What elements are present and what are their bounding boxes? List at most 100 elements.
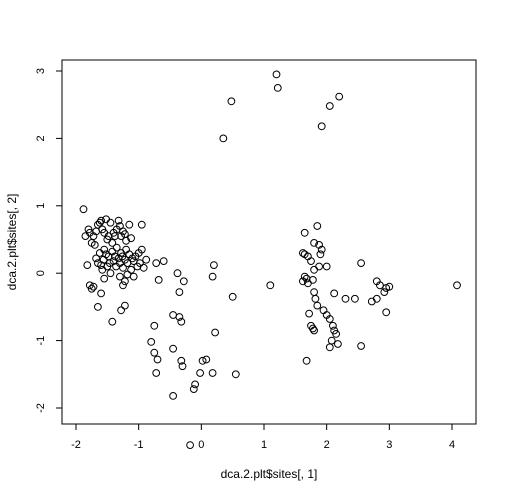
data-point xyxy=(95,249,104,257)
data-point xyxy=(305,309,314,318)
data-point xyxy=(179,277,188,286)
data-point xyxy=(322,262,331,271)
data-point xyxy=(142,255,151,264)
data-point xyxy=(325,343,334,352)
data-point xyxy=(175,288,184,297)
data-point xyxy=(372,294,381,303)
data-point xyxy=(121,301,129,310)
x-tick-label: 3 xyxy=(386,439,392,451)
data-point xyxy=(211,328,220,337)
plot-frame xyxy=(61,59,477,425)
data-point xyxy=(300,272,309,281)
data-point xyxy=(122,245,130,254)
data-point xyxy=(177,317,186,326)
data-point xyxy=(335,92,344,101)
data-point xyxy=(139,263,148,272)
data-point xyxy=(189,385,198,394)
data-point xyxy=(90,241,99,249)
data-point xyxy=(154,276,163,284)
x-tick-label: 2 xyxy=(324,439,330,451)
data-point xyxy=(334,340,342,348)
data-point xyxy=(300,228,309,237)
data-point xyxy=(302,356,311,365)
data-point xyxy=(152,259,161,268)
y-tick-label: 0 xyxy=(35,270,47,276)
data-point xyxy=(95,218,104,227)
data-point xyxy=(169,392,178,400)
data-point xyxy=(121,277,129,286)
data-point xyxy=(219,134,228,143)
data-point xyxy=(266,281,275,290)
data-point xyxy=(272,70,281,79)
data-point xyxy=(127,265,136,274)
data-point xyxy=(117,306,125,315)
data-point xyxy=(117,232,125,241)
data-point xyxy=(116,272,124,281)
x-tick-label: -1 xyxy=(134,439,144,451)
data-point xyxy=(125,220,134,229)
data-point xyxy=(227,97,236,106)
data-point xyxy=(150,321,159,330)
data-point xyxy=(89,232,98,241)
data-point xyxy=(119,281,127,290)
data-point xyxy=(153,355,162,364)
data-point xyxy=(315,262,324,271)
data-point xyxy=(111,252,119,261)
data-point xyxy=(313,222,322,230)
data-point xyxy=(319,306,328,315)
data-point xyxy=(309,324,317,333)
data-points xyxy=(79,70,461,450)
data-point xyxy=(313,301,322,310)
x-axis: -2 -1 0 1 2 3 4 xyxy=(71,423,455,451)
x-tick-label: 0 xyxy=(198,439,204,451)
data-point xyxy=(380,288,389,297)
data-point xyxy=(87,284,96,293)
data-point xyxy=(175,313,184,321)
y-tick-label: 3 xyxy=(35,68,47,74)
x-tick-label: -2 xyxy=(71,439,81,451)
data-point xyxy=(147,338,156,346)
data-point xyxy=(382,308,391,317)
data-point xyxy=(341,294,350,303)
data-point xyxy=(376,281,384,290)
data-point xyxy=(330,289,339,298)
data-point xyxy=(317,245,326,254)
data-point xyxy=(178,362,187,371)
data-point xyxy=(273,84,282,92)
data-point xyxy=(159,257,168,266)
data-point xyxy=(136,259,144,268)
data-point xyxy=(202,355,211,364)
data-point xyxy=(357,259,366,268)
data-point xyxy=(152,369,161,377)
data-point xyxy=(150,348,159,357)
y-tick-label: 1 xyxy=(35,203,47,209)
data-point xyxy=(119,263,127,272)
x-axis-title: dca.2.plt$sites[, 1] xyxy=(221,467,318,481)
data-point xyxy=(385,282,394,291)
data-point xyxy=(123,270,132,279)
data-point xyxy=(106,218,115,227)
data-point xyxy=(329,321,337,330)
data-point xyxy=(357,342,366,350)
data-point xyxy=(307,257,315,266)
data-point xyxy=(84,225,93,234)
data-point xyxy=(453,281,461,290)
data-point xyxy=(327,336,336,345)
data-point xyxy=(210,261,218,270)
data-point xyxy=(208,272,217,281)
data-point xyxy=(129,272,138,281)
data-point xyxy=(177,356,186,365)
data-point xyxy=(311,294,320,303)
data-point xyxy=(94,303,102,311)
data-point xyxy=(330,326,339,335)
data-point xyxy=(309,276,317,284)
data-point xyxy=(137,220,146,229)
data-point xyxy=(196,369,205,377)
data-point xyxy=(198,356,207,365)
x-tick-label: 4 xyxy=(449,439,455,451)
data-point xyxy=(97,289,105,298)
data-point xyxy=(108,239,117,247)
data-point xyxy=(317,122,326,131)
data-point xyxy=(310,239,319,247)
